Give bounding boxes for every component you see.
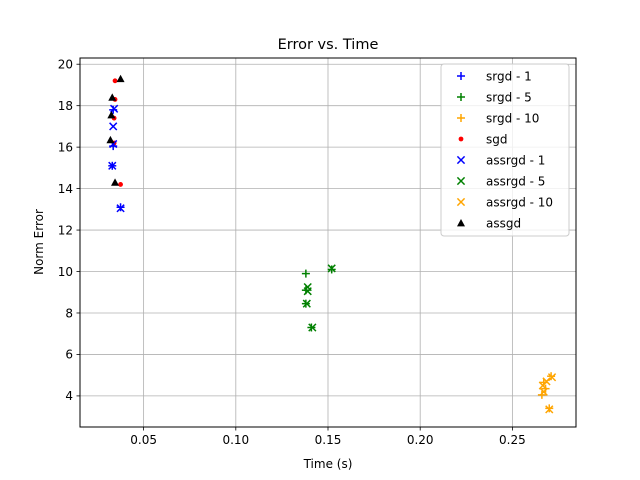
y-tick-label: 20 [58, 58, 73, 72]
data-point [108, 93, 117, 101]
x-tick-label: 0.20 [407, 433, 434, 447]
series-assrgd-1 [108, 104, 125, 213]
data-point [542, 377, 551, 386]
axis-ticks: 0.05 0.10 0.15 0.20 0.25 4 6 8 10 12 14 16 18 20 [58, 58, 526, 447]
legend-marker [456, 176, 466, 186]
y-tick-label: 8 [65, 306, 73, 320]
data-point [112, 78, 118, 84]
data-point [111, 178, 120, 186]
legend-label: srgd - 1 [486, 69, 532, 83]
legend-box [440, 63, 570, 237]
legend: srgd - 1 srgd - 5 srgd - 10 sgd assrgd - 1 as… [440, 63, 570, 237]
y-tick-label: 6 [65, 348, 73, 362]
legend-marker [456, 197, 466, 207]
series-assgd [106, 74, 125, 186]
legend-marker [457, 114, 465, 122]
x-tick-label: 0.10 [222, 433, 249, 447]
data-point [547, 373, 557, 382]
legend-marker [458, 136, 464, 142]
data-point [106, 135, 115, 144]
legend-marker [457, 72, 465, 80]
data-point [301, 269, 310, 278]
data-point [302, 299, 311, 308]
legend-label: srgd - 5 [486, 90, 532, 104]
plot-frame [79, 57, 577, 428]
y-tick-label: 18 [58, 99, 73, 113]
chart-title: Error vs. Time [278, 37, 379, 53]
data-point [539, 387, 548, 396]
x-tick-label: 0.25 [499, 433, 526, 447]
legend-label: assrgd - 10 [486, 195, 553, 209]
legend-label: srgd - 10 [486, 111, 539, 125]
legend-marker [457, 93, 465, 101]
data-point [545, 405, 554, 414]
data-point [327, 264, 336, 273]
y-tick-label: 16 [58, 140, 73, 154]
data-point [308, 323, 317, 332]
legend-marker [457, 219, 465, 227]
y-tick-label: 12 [58, 223, 73, 237]
data-point [118, 182, 123, 187]
legend-label: assrgd - 1 [486, 153, 545, 167]
data-point [109, 122, 118, 131]
legend-label: assrgd - 5 [486, 174, 545, 188]
y-axis-label: Norm Error [32, 209, 46, 275]
data-point [537, 390, 546, 399]
data-point [109, 104, 119, 113]
data-points [106, 74, 557, 414]
y-tick-label: 14 [58, 182, 73, 196]
series-assrgd-5 [302, 264, 336, 332]
legend-marker [456, 155, 466, 165]
data-point [108, 161, 117, 170]
legend-label: sgd [486, 132, 508, 146]
y-tick-label: 4 [65, 389, 73, 403]
data-point [116, 204, 125, 213]
y-tick-label: 10 [58, 265, 73, 279]
series-assrgd-10 [538, 373, 557, 414]
legend-label: assgd [486, 216, 521, 230]
data-point [303, 287, 312, 296]
x-axis-label: Time (s) [303, 457, 353, 471]
x-tick-label: 0.05 [130, 433, 157, 447]
data-point [116, 74, 125, 83]
x-tick-label: 0.15 [315, 433, 342, 447]
data-point [107, 111, 116, 119]
